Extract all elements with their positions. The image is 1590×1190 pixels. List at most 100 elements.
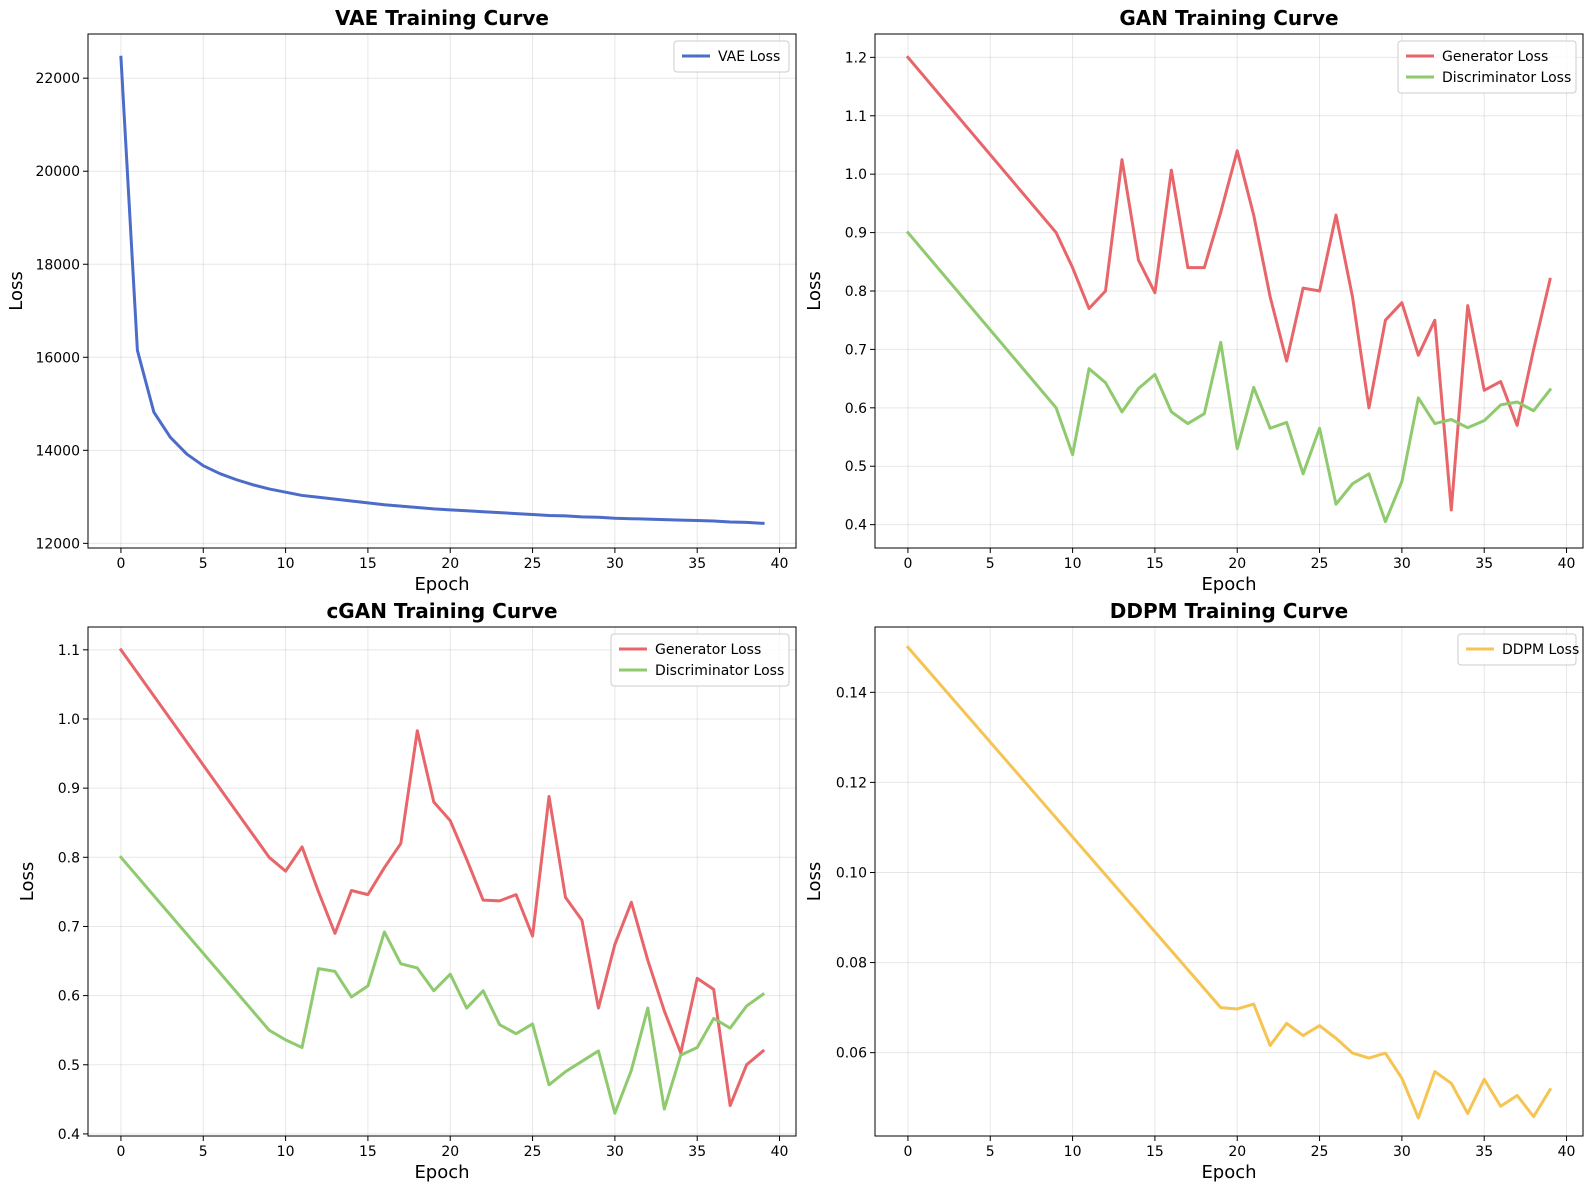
legend-label: VAE Loss [718, 49, 780, 65]
y-tick-label: 0.06 [836, 1046, 867, 1062]
x-tick-label: 35 [1475, 1144, 1493, 1160]
legend: VAE Loss [673, 40, 790, 73]
y-tick-label: 1.1 [58, 643, 80, 659]
y-tick-label: 1.2 [845, 50, 867, 66]
chart-title: DDPM Training Curve [1110, 599, 1348, 623]
x-tick-label: 40 [771, 556, 789, 572]
x-tick-label: 25 [524, 1144, 542, 1160]
y-tick-label: 0.8 [845, 284, 867, 300]
subplot-vae: 0 5 10 15 20 25 30 35 40 12000 14000 16000 18000 2000… [6, 6, 797, 595]
y-tick-label: 22000 [35, 71, 80, 87]
y-tick-label: 0.6 [845, 401, 867, 417]
y-axis-label: Loss [804, 862, 825, 901]
x-tick-label: 10 [1064, 556, 1082, 572]
x-tick-label: 30 [1393, 556, 1411, 572]
x-axis-label: Epoch [1201, 574, 1256, 595]
y-tick-label: 0.5 [58, 1058, 80, 1074]
y-tick-label: 0.9 [845, 226, 867, 242]
x-tick-label: 0 [116, 556, 125, 572]
x-tick-label: 20 [441, 1144, 459, 1160]
y-tick-label: 1.0 [845, 167, 867, 183]
y-tick-label: 1.1 [845, 109, 867, 125]
chart-title: cGAN Training Curve [326, 599, 557, 623]
series-line-generator-loss [905, 55, 1552, 512]
x-axis-label: Epoch [414, 1162, 469, 1183]
x-tick-label: 0 [903, 1144, 912, 1160]
y-tick-label: 18000 [35, 257, 80, 273]
x-tick-label: 10 [277, 556, 295, 572]
x-tick-label: 5 [199, 1144, 208, 1160]
plot-frame [87, 33, 797, 549]
x-axis-label: Epoch [414, 574, 469, 595]
legend-box [610, 633, 790, 687]
series-line-generator-loss [118, 647, 766, 1108]
y-tick-label: 0.4 [58, 1127, 80, 1143]
plot-frame [874, 626, 1584, 1137]
legend-box [1397, 40, 1577, 94]
series-line-vae-loss [119, 55, 765, 525]
legend-label: DDPM Loss [1502, 642, 1579, 658]
legend-label: Generator Loss [655, 642, 761, 658]
x-tick-label: 15 [359, 556, 377, 572]
y-tick-label: 0.5 [845, 459, 867, 475]
x-tick-label: 0 [116, 1144, 125, 1160]
x-tick-label: 25 [524, 556, 542, 572]
legend: DDPM Loss [1457, 633, 1579, 666]
x-tick-label: 30 [606, 556, 624, 572]
x-tick-label: 25 [1311, 556, 1329, 572]
x-tick-label: 35 [688, 1144, 706, 1160]
y-tick-label: 0.14 [836, 685, 867, 701]
series-line-ddpm-loss [905, 645, 1553, 1120]
subplot-gan: 0 5 10 15 20 25 30 35 40 0.4 0.5 0.6 0.7 0.8 0.9 1.0 1.1… [804, 6, 1584, 595]
y-tick-label: 12000 [35, 536, 80, 552]
y-tick-label: 0.6 [58, 989, 80, 1005]
x-tick-label: 20 [1228, 556, 1246, 572]
y-tick-label: 0.08 [836, 956, 867, 972]
x-tick-label: 25 [1311, 1144, 1329, 1160]
y-tick-label: 0.9 [58, 781, 80, 797]
subplot-ddpm: 0 5 10 15 20 25 30 35 40 0.06 0.08 0.10 0.12 0.14 DDPM… [804, 599, 1584, 1183]
y-tick-label: 16000 [35, 350, 80, 366]
series-line-discriminator-loss [118, 855, 766, 1115]
x-tick-label: 30 [606, 1144, 624, 1160]
legend-box [673, 40, 790, 73]
x-tick-label: 0 [903, 556, 912, 572]
subplot-cgan: 0 5 10 15 20 25 30 35 40 0.4 0.5 0.6 0.7 0.8 0.9 1.0 1.1… [17, 599, 797, 1183]
y-tick-label: 1.0 [58, 712, 80, 728]
x-tick-label: 10 [1064, 1144, 1082, 1160]
x-tick-label: 5 [986, 1144, 995, 1160]
x-tick-label: 5 [199, 556, 208, 572]
y-tick-label: 0.10 [836, 865, 867, 881]
y-axis-label: Loss [6, 271, 27, 310]
x-tick-label: 10 [277, 1144, 295, 1160]
x-tick-label: 35 [688, 556, 706, 572]
series-line-discriminator-loss [905, 230, 1553, 524]
y-tick-label: 14000 [35, 443, 80, 459]
x-tick-label: 30 [1393, 1144, 1411, 1160]
x-tick-label: 15 [359, 1144, 377, 1160]
x-tick-label: 40 [1558, 556, 1576, 572]
y-tick-label: 20000 [35, 164, 80, 180]
x-tick-label: 40 [771, 1144, 789, 1160]
x-axis-label: Epoch [1201, 1162, 1256, 1183]
legend-label: Discriminator Loss [1442, 70, 1571, 86]
x-tick-label: 15 [1146, 1144, 1164, 1160]
x-tick-label: 15 [1146, 556, 1164, 572]
y-tick-label: 0.4 [845, 518, 867, 534]
chart-title: VAE Training Curve [335, 6, 549, 30]
x-tick-label: 20 [1228, 1144, 1246, 1160]
legend-label: Generator Loss [1442, 49, 1548, 65]
x-tick-label: 5 [986, 556, 995, 572]
y-tick-label: 0.7 [58, 919, 80, 935]
x-tick-label: 20 [441, 556, 459, 572]
plot-frame [87, 626, 797, 1137]
x-tick-label: 40 [1558, 1144, 1576, 1160]
legend: Generator Loss Discriminator Loss [610, 633, 790, 687]
x-tick-label: 35 [1475, 556, 1493, 572]
y-axis-label: Loss [17, 862, 38, 901]
legend-box [1457, 633, 1577, 666]
legend: Generator Loss Discriminator Loss [1397, 40, 1577, 94]
y-tick-label: 0.12 [836, 775, 867, 791]
legend-label: Discriminator Loss [655, 663, 784, 679]
